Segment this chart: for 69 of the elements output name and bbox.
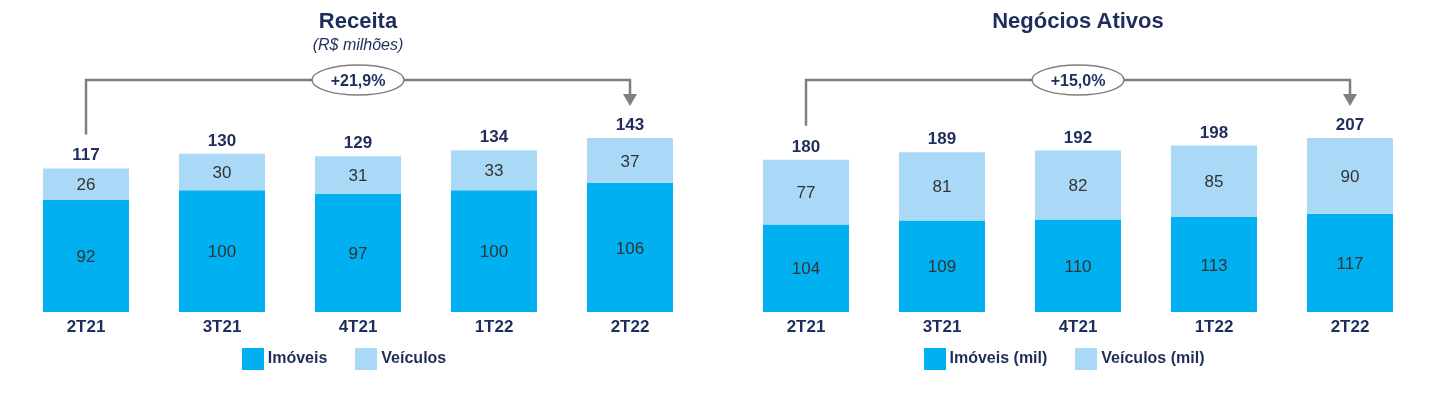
data-label: 100 <box>479 242 509 262</box>
total-label: 189 <box>927 129 957 149</box>
text: +21,9% <box>330 72 386 89</box>
data-label: 26 <box>76 175 96 195</box>
data-label: 117 <box>1336 253 1364 273</box>
bar <box>43 200 129 312</box>
x-tick-label: 2T21 <box>786 317 826 337</box>
total-label: 130 <box>207 130 237 150</box>
data-label: 85 <box>1204 172 1224 192</box>
bar <box>899 220 985 312</box>
bar <box>1171 217 1257 312</box>
total-label: 198 <box>1199 122 1229 142</box>
bar <box>451 190 537 312</box>
bar <box>1171 145 1257 218</box>
total-label: 143 <box>615 115 645 134</box>
x-tick-label: 4T21 <box>1058 317 1098 337</box>
data-label: 104 <box>791 259 821 279</box>
bar <box>315 156 401 194</box>
x-tick-label: 4T21 <box>338 317 378 337</box>
data-label: 33 <box>484 161 504 181</box>
x-tick-label: 2T22 <box>1330 317 1370 337</box>
total-label: 207 <box>1335 115 1365 134</box>
data-label: 37 <box>620 151 640 171</box>
total-label: 117 <box>72 145 100 165</box>
bar <box>315 193 401 312</box>
data-label: 110 <box>1064 256 1092 276</box>
data-label: 81 <box>932 177 952 197</box>
data-label: 100 <box>207 242 237 262</box>
chart-title: Negócios Ativos <box>991 8 1165 35</box>
data-label: 82 <box>1068 176 1088 196</box>
data-label: 109 <box>927 257 957 277</box>
chart-title: Receita <box>317 8 399 35</box>
data-label: 77 <box>796 183 816 203</box>
text: +15,0% <box>1050 72 1106 89</box>
total-label: 134 <box>479 127 509 147</box>
data-label: 106 <box>615 238 645 258</box>
bar <box>763 159 849 225</box>
legend-label: Imóveis <box>267 349 328 367</box>
data-label: 30 <box>212 163 232 183</box>
legend-label: Imóveis (mil) <box>949 349 1048 367</box>
bar <box>179 190 265 312</box>
chart-subtitle: (R$ milhões) <box>311 36 405 55</box>
total-label: 180 <box>791 136 821 156</box>
x-tick-label: 1T22 <box>1194 317 1234 337</box>
data-label: 113 <box>1200 255 1228 275</box>
x-tick-label: 2T22 <box>610 317 650 337</box>
bar <box>587 138 673 184</box>
bar <box>451 150 537 191</box>
bar <box>899 152 985 221</box>
bar <box>763 224 849 312</box>
legend-label: Veículos (mil) <box>1101 349 1205 367</box>
legend-label: Veículos <box>381 349 447 367</box>
data-label: 90 <box>1340 166 1360 186</box>
data-label: 31 <box>348 166 368 186</box>
bar <box>587 183 673 312</box>
total-label: 129 <box>343 133 373 153</box>
x-tick-label: 2T21 <box>66 317 106 337</box>
bar <box>43 168 129 201</box>
x-tick-label: 1T22 <box>474 317 514 337</box>
data-label: 92 <box>76 247 96 267</box>
bar <box>179 153 265 191</box>
bar <box>1307 138 1393 214</box>
x-tick-label: 3T21 <box>202 317 242 337</box>
data-label: 97 <box>348 244 368 264</box>
x-tick-label: 3T21 <box>922 317 962 337</box>
bar <box>1035 150 1121 220</box>
bar <box>1035 219 1121 312</box>
total-label: 192 <box>1063 127 1093 147</box>
bar <box>1307 213 1393 312</box>
